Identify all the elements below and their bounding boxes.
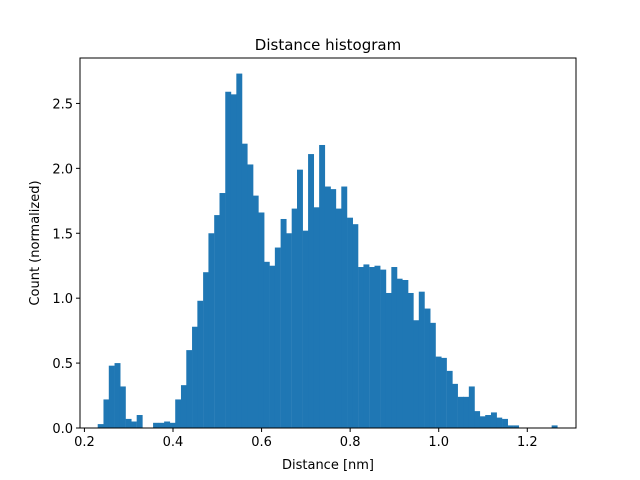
histogram-bar	[285, 233, 292, 428]
y-tick-label: 2.5	[52, 97, 73, 112]
histogram-bar	[418, 291, 425, 428]
histogram-bar	[358, 267, 365, 428]
histogram-bar	[402, 280, 409, 428]
histogram-bar	[479, 416, 486, 428]
histogram-bar	[551, 425, 558, 428]
histogram-bar	[241, 143, 248, 428]
histogram-bar	[319, 144, 326, 429]
y-axis-ticks: 0.0 0.5 1.0 1.5 2.0 2.5	[52, 97, 80, 437]
histogram-bar	[363, 264, 370, 428]
histogram-bar	[230, 94, 237, 428]
histogram-bar	[380, 269, 387, 428]
histogram-bar	[396, 278, 403, 428]
y-tick-label: 0.5	[52, 357, 73, 372]
histogram-bar	[108, 365, 115, 428]
histogram-bar	[186, 350, 193, 428]
histogram-bar	[208, 233, 215, 428]
histogram-bar	[252, 195, 259, 428]
histogram-bar	[413, 320, 420, 428]
histogram-bar	[369, 267, 376, 428]
histogram-bar	[474, 411, 481, 428]
histogram-bar	[352, 224, 359, 428]
histogram-bar	[180, 385, 187, 428]
x-tick-label: 0.4	[163, 435, 184, 450]
x-axis-ticks: 0.2 0.4 0.6 0.8 1.0 1.2	[74, 428, 538, 450]
x-tick-label: 1.0	[428, 435, 449, 450]
histogram-bar	[269, 265, 276, 428]
histogram-bar	[247, 164, 254, 428]
x-axis-label: Distance [nm]	[282, 458, 374, 473]
histogram-bar	[263, 261, 270, 428]
histogram-bar	[114, 363, 121, 428]
histogram-bar	[496, 417, 503, 428]
histogram-bar	[153, 422, 160, 428]
histogram-bar	[513, 425, 520, 428]
histogram-bar	[468, 386, 475, 428]
histogram-bar	[485, 415, 492, 428]
histogram-bar	[507, 425, 514, 428]
histogram-bar	[258, 212, 265, 428]
y-tick-label: 1.5	[52, 227, 73, 242]
x-tick-label: 0.2	[74, 435, 95, 450]
histogram-bar	[225, 91, 232, 428]
histogram-bar	[280, 218, 287, 428]
histogram-bar	[219, 193, 226, 428]
histogram-bar	[197, 300, 204, 428]
histogram-bar	[463, 396, 470, 428]
histogram-bar	[452, 383, 458, 428]
histogram-bar	[330, 189, 337, 428]
histogram-bar	[136, 415, 143, 428]
histogram-bar	[335, 208, 342, 428]
histogram-bar	[374, 265, 381, 428]
histogram-bar	[457, 396, 464, 428]
plot-frame	[79, 57, 577, 429]
x-tick-label: 1.2	[517, 435, 538, 450]
histogram-bar	[164, 421, 171, 428]
histogram-bar	[214, 215, 221, 428]
histogram-bar	[297, 169, 303, 428]
histogram-bar	[385, 292, 392, 428]
histogram-bar	[302, 230, 309, 428]
histogram-bar	[158, 422, 165, 428]
histogram-bar	[119, 386, 126, 428]
histogram-bar	[391, 267, 398, 428]
histogram-bars	[97, 73, 558, 429]
histogram-bar	[429, 322, 436, 428]
histogram-bar	[347, 217, 353, 428]
histogram-bar	[103, 399, 110, 428]
chart-title: Distance histogram	[255, 36, 401, 54]
histogram-bar	[490, 412, 497, 428]
histogram-bar	[341, 186, 348, 428]
x-tick-label: 0.8	[340, 435, 361, 450]
y-tick-label: 1.0	[52, 292, 73, 307]
histogram-bar	[97, 424, 104, 428]
histogram-bar	[130, 421, 137, 428]
histogram-bar	[424, 308, 431, 428]
y-axis-label: Count (normalized)	[28, 180, 43, 305]
histogram-bar	[446, 370, 453, 428]
histogram-bar	[324, 186, 331, 428]
histogram-bar	[169, 422, 176, 428]
y-tick-label: 2.0	[52, 162, 73, 177]
histogram-bar	[274, 247, 281, 428]
histogram-bar	[291, 208, 298, 428]
histogram-bar	[435, 356, 442, 428]
histogram-bar	[308, 154, 315, 428]
histogram-bar	[440, 357, 447, 428]
histogram-bar	[236, 73, 243, 428]
histogram-bar	[192, 326, 198, 428]
y-tick-label: 0.0	[52, 422, 73, 437]
histogram-bar	[125, 418, 132, 428]
histogram-bar	[407, 292, 414, 428]
histogram-bar	[203, 272, 210, 428]
histogram-bar	[175, 399, 182, 428]
histogram-bar	[313, 207, 320, 428]
x-tick-label: 0.6	[251, 435, 272, 450]
histogram-bar	[502, 418, 508, 428]
